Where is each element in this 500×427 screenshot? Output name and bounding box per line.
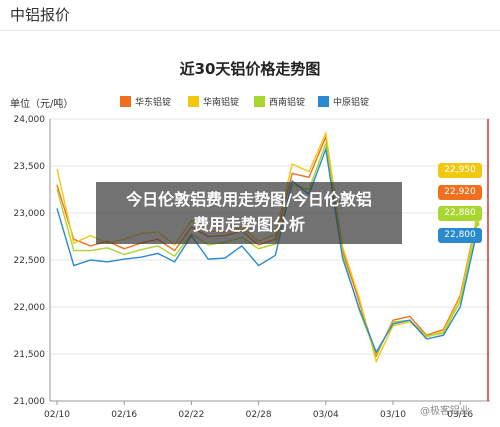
x-tick-label: 02/22 xyxy=(178,410,204,420)
x-tick-label: 02/10 xyxy=(44,410,70,420)
price-tag-east: 22,920 xyxy=(438,185,482,200)
price-tag-central: 22,800 xyxy=(438,228,482,243)
y-tick-label: 22,000 xyxy=(14,303,46,313)
legend-label: 华南铝锭 xyxy=(203,98,240,108)
page-title: 中铝报价 xyxy=(10,6,71,24)
legend-label: 中原铝锭 xyxy=(333,98,370,108)
y-tick-label: 22,500 xyxy=(14,256,46,266)
y-tick-label: 24,000 xyxy=(14,115,46,125)
legend-swatch xyxy=(188,96,199,107)
legend-swatch xyxy=(318,96,329,107)
series-end-point-2 xyxy=(474,221,480,227)
legend-item-east[interactable]: 华东铝锭 xyxy=(120,95,171,108)
price-tag-southwest: 22,880 xyxy=(438,206,482,221)
series-line-3 xyxy=(56,146,478,354)
legend-item-central[interactable]: 中原铝锭 xyxy=(318,95,369,108)
y-tick-label: 23,500 xyxy=(14,162,46,172)
overlay-line-1: 今日伦敦铝费用走势图/今日伦敦铝 xyxy=(126,190,372,209)
price-tag-south: 22,950 xyxy=(438,163,482,178)
watermark: @极客铝业 xyxy=(420,406,470,417)
title-overlay: 今日伦敦铝费用走势图/今日伦敦铝 费用走势图分析 xyxy=(96,182,402,244)
legend-label: 西南铝锭 xyxy=(269,98,306,108)
chart-title: 近30天铝价格走势图 xyxy=(179,60,321,78)
legend-swatch xyxy=(254,96,265,107)
y-tick-label: 21,500 xyxy=(14,350,46,360)
y-tick-label: 23,000 xyxy=(14,209,46,219)
overlay-line-2: 费用走势图分析 xyxy=(192,215,305,234)
page-header: 中铝报价 xyxy=(0,0,500,31)
legend-item-southwest[interactable]: 西南铝锭 xyxy=(254,95,305,108)
x-tick-label: 02/28 xyxy=(246,410,272,420)
series-line-2 xyxy=(56,143,478,356)
x-tick-label: 03/16 xyxy=(447,410,473,420)
legend-item-south[interactable]: 华南铝锭 xyxy=(188,95,239,108)
x-tick-label: 03/04 xyxy=(313,410,339,420)
legend-swatch xyxy=(120,96,131,107)
x-tick-label: 03/10 xyxy=(380,410,406,420)
legend-label: 华东铝锭 xyxy=(135,98,172,108)
unit-label: 单位（元/吨） xyxy=(10,99,74,110)
x-tick-label: 02/16 xyxy=(111,410,137,420)
y-tick-label: 21,000 xyxy=(14,397,46,407)
